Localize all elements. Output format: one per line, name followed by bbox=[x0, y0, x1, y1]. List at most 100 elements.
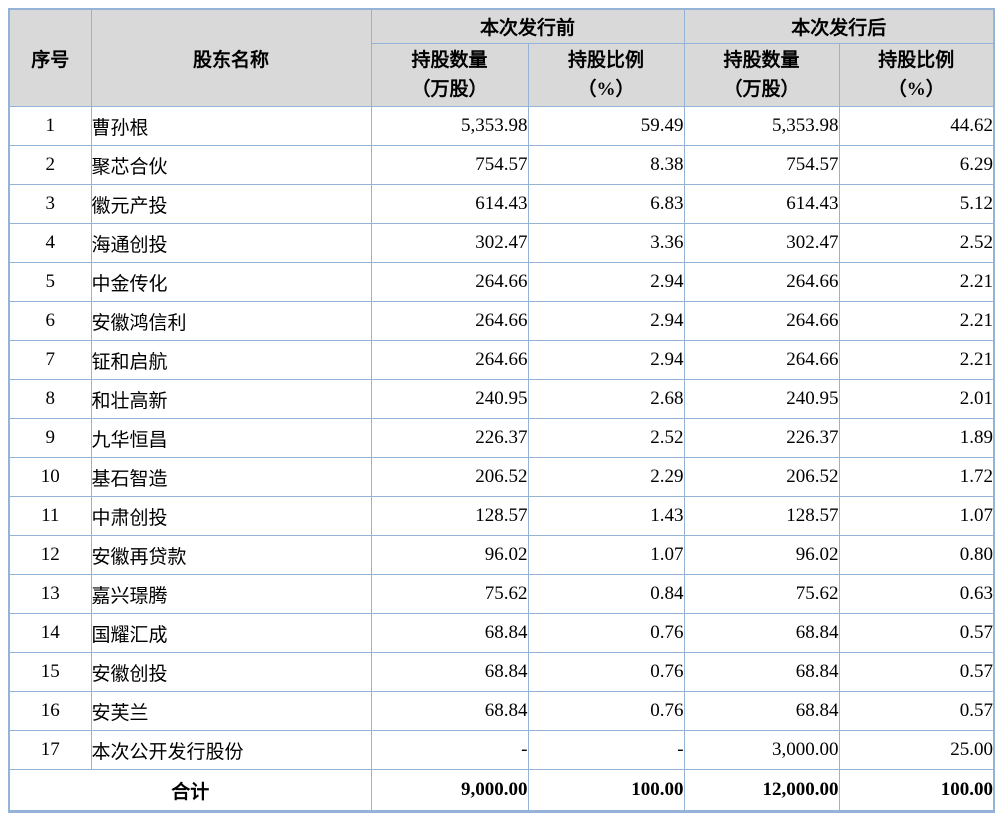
qty-after: 68.84 bbox=[683, 691, 840, 731]
row-serial: 2 bbox=[8, 145, 92, 185]
shareholder-name: 中肃创投 bbox=[90, 496, 372, 536]
row-serial: 5 bbox=[8, 262, 92, 302]
row-serial: 3 bbox=[8, 184, 92, 224]
qty-before: 68.84 bbox=[370, 691, 529, 731]
table-row: 17 本次公开发行股份 - - 3,000.00 25.00 bbox=[8, 730, 995, 770]
shareholder-name: 聚芯合伙 bbox=[90, 145, 372, 185]
pct-after: 2.21 bbox=[838, 262, 995, 302]
qty-before: - bbox=[370, 730, 529, 770]
pct-before: 1.07 bbox=[527, 535, 685, 575]
qty-before: 68.84 bbox=[370, 613, 529, 653]
total-qty-before: 9,000.00 bbox=[370, 769, 529, 812]
header-qty-after-line2: （万股） bbox=[723, 79, 800, 100]
header-pct-after-line1: 持股比例 bbox=[878, 49, 955, 71]
header-qty-before-line2: （万股） bbox=[411, 79, 488, 100]
pct-before: 8.38 bbox=[527, 145, 685, 185]
header-pct-before-line2: （%） bbox=[577, 79, 635, 100]
table-row: 2 聚芯合伙 754.57 8.38 754.57 6.29 bbox=[8, 145, 995, 185]
table-row: 15 安徽创投 68.84 0.76 68.84 0.57 bbox=[8, 652, 995, 692]
qty-after: 75.62 bbox=[683, 574, 840, 614]
qty-after: 5,353.98 bbox=[683, 106, 840, 146]
pct-before: 0.76 bbox=[527, 691, 685, 731]
shareholder-name: 国耀汇成 bbox=[90, 613, 372, 653]
qty-before: 264.66 bbox=[370, 340, 529, 380]
shareholder-name: 曹孙根 bbox=[90, 106, 372, 146]
shareholding-table: 序号 股东名称 本次发行前 本次发行后 持股数量 （万股） 持股比例 （%） 持… bbox=[8, 8, 996, 813]
header-pct-after-line2: （%） bbox=[887, 79, 945, 100]
qty-after: 128.57 bbox=[683, 496, 840, 536]
qty-before: 68.84 bbox=[370, 652, 529, 692]
total-pct-before: 100.00 bbox=[527, 769, 685, 812]
qty-after: 302.47 bbox=[683, 223, 840, 263]
pct-after: 1.89 bbox=[838, 418, 995, 458]
pct-after: 1.72 bbox=[838, 457, 995, 497]
row-serial: 15 bbox=[8, 652, 92, 692]
table-row: 6 安徽鸿信利 264.66 2.94 264.66 2.21 bbox=[8, 301, 995, 341]
row-serial: 9 bbox=[8, 418, 92, 458]
table-row: 14 国耀汇成 68.84 0.76 68.84 0.57 bbox=[8, 613, 995, 653]
header-pct-after: 持股比例 （%） bbox=[838, 43, 995, 107]
table-row: 1 曹孙根 5,353.98 59.49 5,353.98 44.62 bbox=[8, 106, 995, 146]
pct-after: 0.80 bbox=[838, 535, 995, 575]
pct-before: 2.52 bbox=[527, 418, 685, 458]
row-serial: 13 bbox=[8, 574, 92, 614]
shareholder-name: 和壮高新 bbox=[90, 379, 372, 419]
qty-after: 614.43 bbox=[683, 184, 840, 224]
header-sub-row: 持股数量 （万股） 持股比例 （%） 持股数量 （万股） 持股比例 （%） bbox=[9, 43, 995, 107]
table-row: 5 中金传化 264.66 2.94 264.66 2.21 bbox=[8, 262, 995, 302]
header-qty-after: 持股数量 （万股） bbox=[683, 43, 840, 107]
header-pct-before: 持股比例 （%） bbox=[527, 43, 685, 107]
table-row: 9 九华恒昌 226.37 2.52 226.37 1.89 bbox=[8, 418, 995, 458]
header-serial-number: 序号 bbox=[8, 8, 92, 107]
table-row: 10 基石智造 206.52 2.29 206.52 1.72 bbox=[8, 457, 995, 497]
pct-after: 2.21 bbox=[838, 301, 995, 341]
header-group-row: 序号 股东名称 本次发行前 本次发行后 bbox=[8, 8, 995, 107]
shareholder-name: 九华恒昌 bbox=[90, 418, 372, 458]
pct-before: 2.68 bbox=[527, 379, 685, 419]
row-serial: 17 bbox=[8, 730, 92, 770]
header-qty-before-line1: 持股数量 bbox=[411, 49, 488, 71]
table-row: 12 安徽再贷款 96.02 1.07 96.02 0.80 bbox=[8, 535, 995, 575]
pct-before: - bbox=[527, 730, 685, 770]
row-serial: 12 bbox=[8, 535, 92, 575]
qty-before: 128.57 bbox=[370, 496, 529, 536]
row-serial: 7 bbox=[8, 340, 92, 380]
total-label: 合计 bbox=[8, 769, 372, 812]
header-pct-before-line1: 持股比例 bbox=[568, 49, 645, 71]
header-shareholder-name: 股东名称 bbox=[90, 8, 372, 107]
pct-after: 44.62 bbox=[838, 106, 995, 146]
table-row: 3 徽元产投 614.43 6.83 614.43 5.12 bbox=[8, 184, 995, 224]
qty-after: 240.95 bbox=[683, 379, 840, 419]
row-serial: 8 bbox=[8, 379, 92, 419]
pct-before: 59.49 bbox=[527, 106, 685, 146]
row-serial: 16 bbox=[8, 691, 92, 731]
qty-before: 75.62 bbox=[370, 574, 529, 614]
shareholder-name: 安徽再贷款 bbox=[90, 535, 372, 575]
shareholder-name: 钲和启航 bbox=[90, 340, 372, 380]
total-qty-after: 12,000.00 bbox=[683, 769, 840, 812]
shareholder-name: 基石智造 bbox=[90, 457, 372, 497]
row-serial: 10 bbox=[8, 457, 92, 497]
pct-before: 0.76 bbox=[527, 613, 685, 653]
header-qty-after-line1: 持股数量 bbox=[723, 49, 800, 71]
pct-before: 0.84 bbox=[527, 574, 685, 614]
pct-before: 6.83 bbox=[527, 184, 685, 224]
pct-after: 2.52 bbox=[838, 223, 995, 263]
header-qty-before: 持股数量 （万股） bbox=[370, 43, 529, 107]
qty-after: 264.66 bbox=[683, 340, 840, 380]
shareholder-name: 中金传化 bbox=[90, 262, 372, 302]
pct-before: 2.29 bbox=[527, 457, 685, 497]
shareholder-name: 徽元产投 bbox=[90, 184, 372, 224]
pct-after: 2.01 bbox=[838, 379, 995, 419]
table-row: 8 和壮高新 240.95 2.68 240.95 2.01 bbox=[8, 379, 995, 419]
pct-before: 2.94 bbox=[527, 262, 685, 302]
pct-before: 0.76 bbox=[527, 652, 685, 692]
pct-after: 25.00 bbox=[838, 730, 995, 770]
total-pct-after: 100.00 bbox=[838, 769, 995, 812]
qty-after: 264.66 bbox=[683, 301, 840, 341]
row-serial: 1 bbox=[8, 106, 92, 146]
header-before-issuance: 本次发行前 bbox=[370, 8, 685, 44]
qty-before: 614.43 bbox=[370, 184, 529, 224]
qty-after: 68.84 bbox=[683, 613, 840, 653]
